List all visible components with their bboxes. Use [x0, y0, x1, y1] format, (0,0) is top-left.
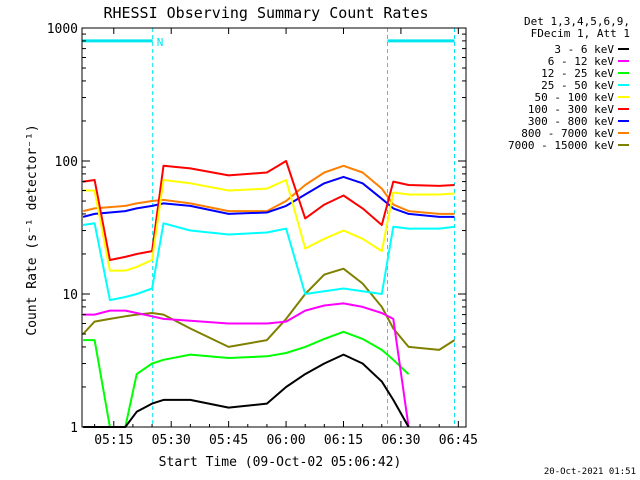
- legend-header-line: FDecim 1, Att 1: [531, 27, 630, 40]
- y-tick-label: 1000: [47, 22, 78, 37]
- x-tick-label: 06:00: [266, 433, 305, 448]
- series-line: [83, 302, 410, 428]
- legend-label: 6 - 12 keV: [548, 55, 615, 68]
- plot-area: N: [82, 28, 456, 428]
- legend-label: 25 - 50 keV: [541, 79, 614, 92]
- series-line: [82, 160, 455, 261]
- attenuator-flag: N: [157, 36, 164, 49]
- footer-timestamp: 20-Oct-2021 01:51: [544, 467, 636, 477]
- series-line: [83, 179, 455, 272]
- legend-label: 12 - 25 keV: [541, 67, 614, 80]
- y-tick-label: 10: [62, 288, 78, 303]
- legend-label: 300 - 800 keV: [528, 115, 614, 128]
- legend-label: 3 - 6 keV: [554, 43, 614, 56]
- x-tick-label: 06:45: [439, 433, 478, 448]
- series-line: [82, 222, 455, 302]
- legend-label: 100 - 300 keV: [528, 103, 614, 116]
- x-axis: 05:15 05:30 05:45 06:00 06:15 06:30 06:45: [94, 28, 478, 448]
- legend: Det 1,3,4,5,6,9,FDecim 1, Att 1 3 - 6 keV…: [508, 15, 630, 152]
- x-tick-label: 06:15: [324, 433, 363, 448]
- x-axis-label: Start Time (09-Oct-02 05:06:42): [159, 455, 402, 470]
- chart-title: RHESSI Observing Summary Count Rates: [103, 4, 428, 22]
- series-line: [82, 267, 456, 351]
- y-tick-label: 100: [55, 155, 78, 170]
- legend-header-line: Det 1,3,4,5,6,9,: [524, 15, 630, 28]
- y-axis-label: Count Rate (s⁻¹ detector⁻¹): [25, 124, 40, 335]
- x-tick-label: 05:30: [152, 433, 191, 448]
- x-tick-label: 05:15: [94, 433, 133, 448]
- plot-frame: [81, 27, 467, 428]
- x-tick-label: 05:45: [209, 433, 248, 448]
- legend-label: 50 - 100 keV: [535, 91, 615, 104]
- y-axis: 1 10 100 1000: [47, 22, 466, 436]
- legend-label: 7000 - 15000 keV: [508, 139, 614, 152]
- y-tick-label: 1: [70, 421, 78, 436]
- legend-label: 800 - 7000 keV: [521, 127, 614, 140]
- x-tick-label: 06:30: [381, 433, 420, 448]
